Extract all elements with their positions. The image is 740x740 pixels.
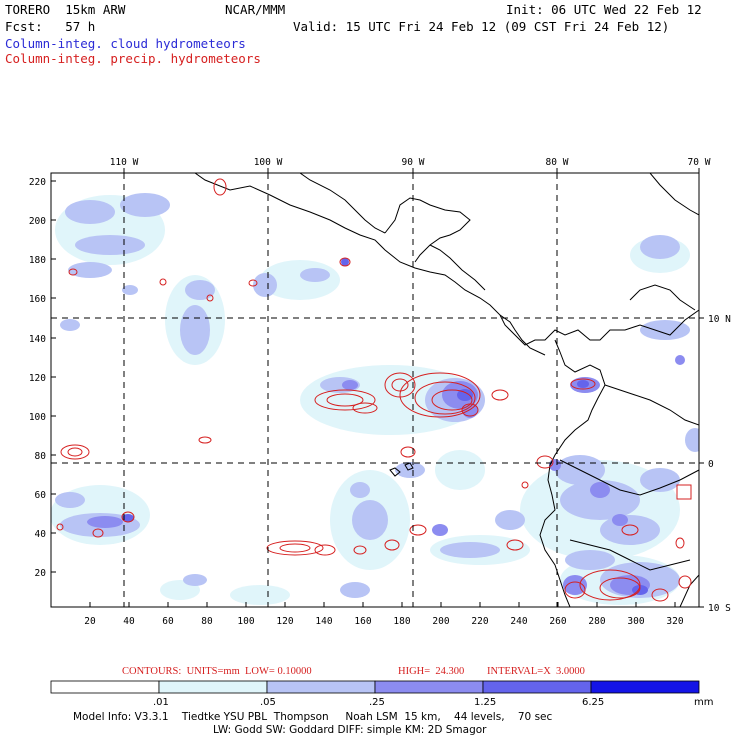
x-label: 80 bbox=[201, 616, 213, 627]
lat-label-0: 0 bbox=[708, 459, 714, 470]
colorbar-tick: 1.25 bbox=[474, 697, 497, 708]
y-label: 220 bbox=[29, 177, 46, 188]
y-label: 160 bbox=[29, 294, 46, 305]
x-label: 280 bbox=[588, 616, 605, 627]
y-label: 180 bbox=[29, 255, 46, 266]
colorbar-segment bbox=[50, 680, 160, 694]
graticule bbox=[51, 173, 699, 607]
colorbar-segment bbox=[590, 680, 700, 694]
forecast-hour: Fcst: 57 h bbox=[5, 19, 96, 34]
colorbar-tick: 6.25 bbox=[582, 697, 605, 708]
top-ticks bbox=[123, 168, 700, 173]
x-label: 320 bbox=[666, 616, 683, 627]
x-label: 120 bbox=[276, 616, 293, 627]
coastlines bbox=[194, 173, 699, 607]
y-label: 140 bbox=[29, 334, 46, 345]
cloud-field-label: Column-integ. cloud hydrometeors bbox=[5, 36, 246, 51]
colorbar-units: mm bbox=[694, 697, 714, 708]
valid-time: Valid: 15 UTC Fri 24 Feb 12 (09 CST Fri … bbox=[293, 19, 670, 34]
y-label: 20 bbox=[35, 568, 47, 579]
x-label: 300 bbox=[627, 616, 644, 627]
x-label: 200 bbox=[432, 616, 449, 627]
y-label: 100 bbox=[29, 412, 46, 423]
axis-ticks bbox=[51, 180, 676, 607]
contour-interval: INTERVAL=X 3.0000 bbox=[487, 666, 585, 677]
colorbar bbox=[50, 680, 700, 694]
model-title: TORERO 15km ARW bbox=[5, 2, 126, 17]
x-label: 40 bbox=[123, 616, 135, 627]
x-label: 260 bbox=[549, 616, 566, 627]
precip-field-label: Column-integ. precip. hydrometeors bbox=[5, 51, 261, 66]
colorbar-tick: .05 bbox=[260, 697, 276, 708]
cloud-shading bbox=[51, 173, 699, 607]
init-time: Init: 06 UTC Wed 22 Feb 12 bbox=[506, 2, 702, 17]
x-label: 20 bbox=[84, 616, 96, 627]
contour-high: HIGH= 24.300 bbox=[398, 666, 465, 677]
y-label: 120 bbox=[29, 373, 46, 384]
colorbar-segment bbox=[482, 680, 592, 694]
x-label: 220 bbox=[471, 616, 488, 627]
lon-label-100w: 100 W bbox=[254, 157, 283, 168]
plot-frame bbox=[50, 172, 700, 608]
contour-units: CONTOURS: UNITS=mm LOW= 0.10000 bbox=[122, 666, 312, 677]
y-label: 200 bbox=[29, 216, 46, 227]
lon-label-70w: 70 W bbox=[688, 157, 711, 168]
colorbar-segment bbox=[158, 680, 268, 694]
y-label: 80 bbox=[35, 451, 47, 462]
colorbar-segment bbox=[266, 680, 376, 694]
colorbar-tick: .01 bbox=[153, 697, 169, 708]
x-label: 140 bbox=[315, 616, 332, 627]
model-info: Model Info: V3.3.1 Tiedtke YSU PBL Thomp… bbox=[73, 711, 553, 723]
x-label: 100 bbox=[237, 616, 254, 627]
y-label: 60 bbox=[35, 490, 47, 501]
x-label: 60 bbox=[162, 616, 174, 627]
lon-label-90w: 90 W bbox=[402, 157, 425, 168]
x-label: 180 bbox=[393, 616, 410, 627]
lat-label-10s: 10 S bbox=[708, 603, 731, 614]
lon-label-80w: 80 W bbox=[546, 157, 569, 168]
lon-label-110w: 110 W bbox=[110, 157, 139, 168]
model-physics: LW: Godd SW: Goddard DIFF: simple KM: 2D… bbox=[213, 724, 487, 736]
y-label: 40 bbox=[35, 529, 47, 540]
x-label: 240 bbox=[510, 616, 527, 627]
colorbar-tick: .25 bbox=[369, 697, 385, 708]
colorbar-segment bbox=[374, 680, 484, 694]
precip-contours bbox=[56, 178, 692, 602]
lat-label-10n: 10 N bbox=[708, 314, 731, 325]
right-ticks bbox=[699, 317, 704, 608]
x-label: 160 bbox=[354, 616, 371, 627]
org-name: NCAR/MMM bbox=[225, 2, 286, 17]
